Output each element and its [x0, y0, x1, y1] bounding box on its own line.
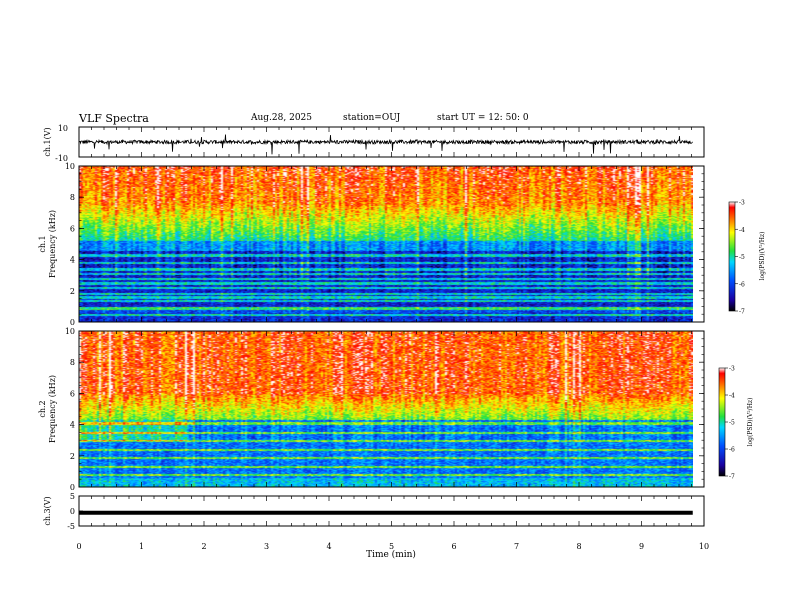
freq-tick-label: 8: [70, 358, 75, 367]
colorbar-tick-label: -6: [739, 281, 745, 288]
colorbar-ch1: -3 -4 -5 -6 -7 log(PSD)(V²/Hz): [728, 200, 766, 316]
ch1-ytick-bottom: -10: [55, 154, 68, 163]
time-tick-label: 9: [639, 542, 644, 551]
time-axis-tick-labels: 0 1 2 3 4 5 6 7 8 9 10: [76, 542, 709, 551]
ch2-frequency-label: Frequency (kHz): [48, 375, 57, 443]
freq-tick-label: 4: [70, 256, 75, 265]
colorbar-tick-label: -4: [729, 393, 735, 400]
panel-ch2-spectrogram: 0 2 4 6 8 10 ch.2 Frequency (kHz): [38, 327, 705, 492]
freq-tick-label: 2: [70, 452, 75, 461]
time-tick-label: 10: [699, 542, 709, 551]
freq-tick-label: 8: [70, 193, 75, 202]
panel-ch1-spectrogram: 0 2 4 6 8 10 ch.1 Frequency (kHz): [38, 162, 705, 327]
colorbar-tick-label: -5: [729, 420, 735, 427]
freq-tick-label: 10: [65, 327, 75, 336]
ch1-ytick-top: 10: [58, 124, 68, 133]
ch2-channel-label: ch.2: [38, 400, 47, 417]
freq-tick-label: 6: [70, 224, 75, 233]
ch1-colorbar: [728, 201, 736, 312]
ch1-colorbar-label: log(PSD)(V²/Hz): [759, 232, 766, 281]
time-axis-ticks: [78, 127, 705, 526]
freq-tick-label: 10: [65, 162, 75, 171]
header-station: station=OUJ: [343, 113, 401, 123]
ch3-yticks: 5 0 -5: [67, 492, 83, 531]
colorbar-tick-label: -5: [739, 254, 745, 261]
time-tick-label: 4: [326, 542, 331, 551]
time-tick-label: 5: [389, 542, 394, 551]
colorbar-tick-label: -7: [739, 309, 745, 316]
ch1-channel-label: ch.1: [38, 235, 47, 252]
colorbar-ch2: -3 -4 -5 -6 -7 log(PSD)(V²/Hz): [718, 366, 754, 481]
ch1-spectrogram-image: [79, 166, 693, 322]
ch1-waveform-line: [79, 134, 693, 155]
freq-tick-label: 2: [70, 287, 75, 296]
time-axis-label: Time (min): [366, 549, 416, 560]
ch3-ylabel: ch.3(V): [43, 496, 52, 525]
freq-tick-label: 0: [70, 483, 75, 492]
time-tick-label: 1: [139, 542, 144, 551]
time-tick-label: 8: [576, 542, 581, 551]
freq-tick-label: 6: [70, 389, 75, 398]
colorbar-tick-label: -6: [729, 447, 735, 454]
time-tick-label: 3: [264, 542, 269, 551]
ch1-frequency-label: Frequency (kHz): [48, 210, 57, 278]
ch2-spectrogram-image: [79, 331, 693, 487]
figure-title: VLF Spectra: [79, 112, 149, 125]
panel-ch1-waveform: 10 -10 ch.1(V): [43, 124, 705, 163]
time-tick-label: 0: [76, 542, 81, 551]
ch3-tick-label: 5: [70, 492, 75, 501]
ch3-tick-label: -5: [67, 522, 75, 531]
ch2-colorbar-ticks: -3 -4 -5 -6 -7: [725, 366, 735, 481]
ch2-colorbar: [718, 367, 726, 477]
ch2-spectrogram-yticks: 0 2 4 6 8 10: [65, 327, 704, 492]
colorbar-tick-label: -7: [729, 474, 735, 481]
panel-ch3: 5 0 -5 ch.3(V): [43, 492, 705, 531]
time-tick-label: 7: [514, 542, 519, 551]
colorbar-tick-label: -3: [729, 366, 735, 373]
time-tick-label: 6: [451, 542, 456, 551]
colorbar-tick-label: -4: [739, 227, 745, 234]
header-date: Aug.28, 2025: [251, 113, 312, 123]
header-start-ut: start UT = 12: 50: 0: [437, 113, 529, 123]
ch1-spectrogram-yticks: 0 2 4 6 8 10: [65, 162, 704, 327]
ch1-ylabel: ch.1(V): [43, 127, 52, 156]
freq-tick-label: 0: [70, 318, 75, 327]
ch1-colorbar-ticks: -3 -4 -5 -6 -7: [735, 200, 745, 316]
ch2-colorbar-label: log(PSD)(V²/Hz): [747, 398, 754, 447]
freq-tick-label: 4: [70, 421, 75, 430]
ch3-tick-label: 0: [70, 507, 75, 516]
time-tick-label: 2: [201, 542, 206, 551]
colorbar-tick-label: -3: [739, 200, 745, 207]
